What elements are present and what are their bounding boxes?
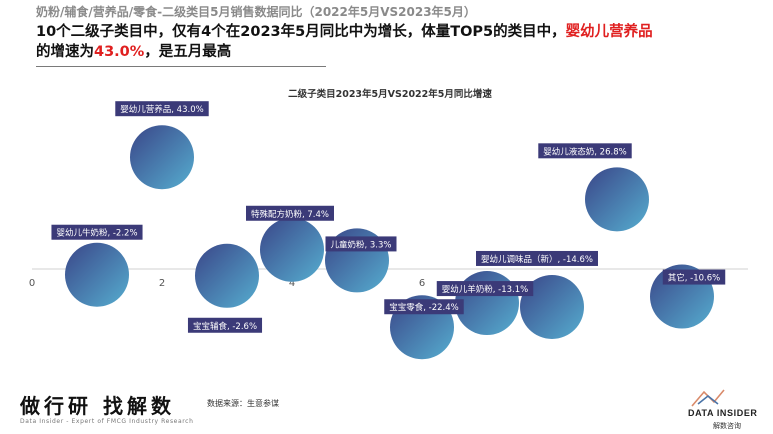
data-labels: 婴幼儿牛奶粉, -2.2% 婴幼儿营养品, 43.0% 宝宝辅食, -2.6% 特殊配… xyxy=(51,101,726,333)
headline-highlight-category: 婴幼儿营养品 xyxy=(565,24,653,40)
data-label-background xyxy=(115,101,209,117)
headline-underline xyxy=(36,66,326,67)
data-label-background xyxy=(187,317,263,333)
data-label-background xyxy=(476,250,598,266)
bubble-point xyxy=(585,167,649,232)
bubble-point xyxy=(260,217,324,282)
x-axis: 0246810 xyxy=(29,268,748,289)
data-label-background xyxy=(662,269,726,285)
bubble-point xyxy=(195,243,259,308)
headline-part2: 的增速为 xyxy=(36,44,94,60)
x-tick-label: 4 xyxy=(289,278,295,289)
data-label: 其它, -10.6% xyxy=(668,273,720,284)
data-label: 婴幼儿液态奶, 26.8% xyxy=(543,146,626,157)
data-source-note: 数据来源：生意参谋 xyxy=(207,399,279,408)
data-label: 宝宝零食, -22.4% xyxy=(389,302,458,313)
data-label: 婴幼儿营养品, 43.0% xyxy=(120,104,203,115)
data-label: 宝宝辅食, -2.6% xyxy=(193,321,257,332)
headline-highlight-value: 43.0% xyxy=(94,44,145,60)
data-label-background xyxy=(246,205,334,221)
data-label-background xyxy=(436,281,534,297)
footer-logo-slogan: 做行研 找解数 xyxy=(20,394,175,418)
footer-tagline: Data Insider - Expert of FMCG Industry R… xyxy=(20,418,194,425)
bubble-point xyxy=(520,274,584,339)
brand-name: DATA INSIDER xyxy=(688,408,758,418)
growth-bubble-chart: 二级子类目2023年5月VS2022年5月同比增速 0246810 婴幼儿牛奶粉… xyxy=(29,88,748,360)
x-tick-label: 0 xyxy=(29,278,35,289)
data-label-background xyxy=(538,143,632,159)
headline-part3: ，是五月最高 xyxy=(144,44,232,60)
bubble-point xyxy=(130,125,194,190)
bubble-point xyxy=(65,242,129,307)
page-subtitle: 奶粉/辅食/营养品/零食-二级类目5月销售数据同比（2022年5月VS2023年… xyxy=(36,5,476,19)
data-label-background xyxy=(384,299,464,315)
bubble-point xyxy=(455,271,519,336)
data-insider-logo-icon xyxy=(691,389,725,407)
data-label: 儿童奶粉, 3.3% xyxy=(331,239,392,250)
x-tick-label: 6 xyxy=(419,278,425,289)
headline-part1: 10个二级子类目中，仅有4个在2023年5月同比中为增长，体量TOP5的类目中， xyxy=(36,24,566,40)
brand-name-cn: 解数咨询 xyxy=(713,422,741,430)
data-label: 特殊配方奶粉, 7.4% xyxy=(251,209,329,220)
x-tick-label: 2 xyxy=(159,278,165,289)
headline: 10个二级子类目中，仅有4个在2023年5月同比中为增长，体量TOP5的类目中，… xyxy=(36,22,726,62)
data-label-background xyxy=(51,224,143,240)
data-label-background xyxy=(325,236,397,252)
data-label: 婴幼儿牛奶粉, -2.2% xyxy=(56,228,137,239)
data-label: 婴幼儿调味品（新）, -14.6% xyxy=(481,254,593,265)
data-label: 婴幼儿羊奶粉, -13.1% xyxy=(442,284,528,295)
chart-title: 二级子类目2023年5月VS2022年5月同比增速 xyxy=(288,88,492,100)
